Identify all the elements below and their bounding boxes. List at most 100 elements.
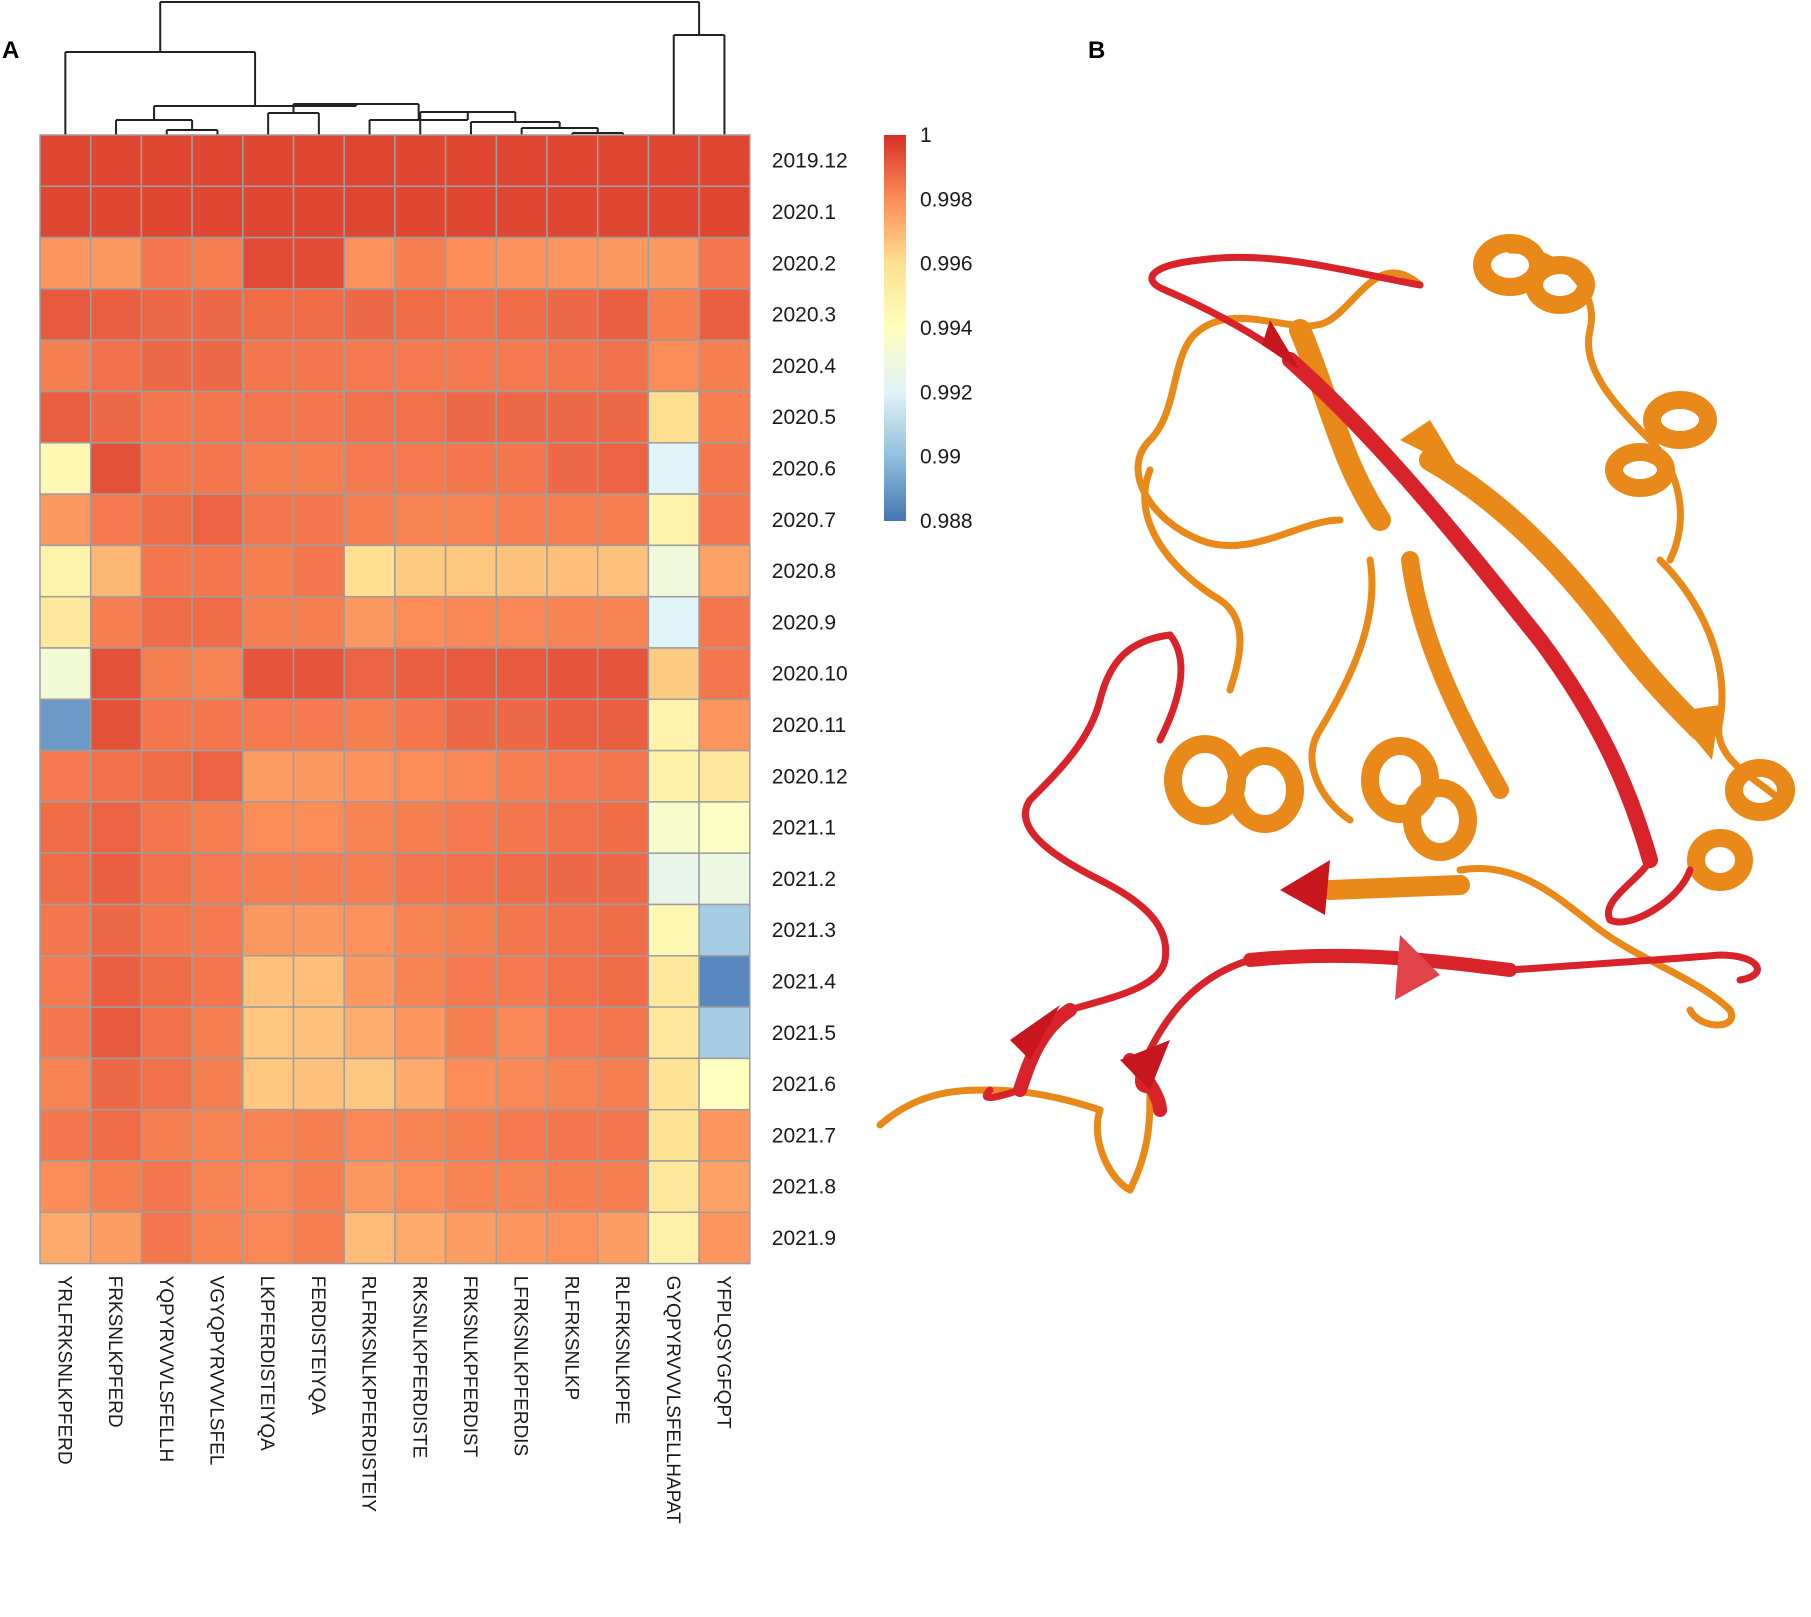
heatmap-cell xyxy=(546,801,599,854)
heatmap-cell xyxy=(292,134,345,188)
heatmap-cell xyxy=(495,442,548,495)
heatmap-cell xyxy=(546,339,599,393)
red-arrowhead xyxy=(1010,1005,1060,1060)
heatmap-cell xyxy=(242,236,295,290)
heatmap-cell xyxy=(191,647,244,701)
heatmap-cell xyxy=(191,339,244,393)
heatmap-cell xyxy=(39,1006,92,1060)
red-arrowhead xyxy=(1280,860,1330,915)
column-label: RLFRKSNLKPFERDISTEIY xyxy=(358,1276,379,1513)
heatmap-cell xyxy=(394,852,447,906)
heatmap-cell xyxy=(647,1108,700,1162)
orange-loop xyxy=(1308,556,1376,824)
heatmap-cell xyxy=(698,595,751,649)
heatmap-cell xyxy=(698,852,751,906)
heatmap-cell xyxy=(495,698,548,752)
heatmap-cell xyxy=(394,698,447,752)
heatmap-cell xyxy=(596,698,650,752)
colorbar-tick-label: 1 xyxy=(920,124,932,147)
heatmap-cell xyxy=(140,647,193,701)
heatmap-cell xyxy=(698,493,751,547)
row-label: 2021.5 xyxy=(772,1022,836,1045)
heatmap-cell xyxy=(140,288,193,341)
heatmap-cell xyxy=(191,1108,244,1162)
orange-loop xyxy=(1656,556,1784,804)
heatmap-cell xyxy=(546,698,599,752)
heatmap-cell xyxy=(546,852,599,906)
heatmap-cell xyxy=(292,801,345,854)
orange-helix xyxy=(1164,234,1795,891)
heatmap-cell xyxy=(39,903,92,957)
heatmap-cell xyxy=(698,1211,751,1265)
heatmap-cell xyxy=(343,1211,396,1265)
heatmap-cell xyxy=(292,390,345,444)
row-label: 2020.12 xyxy=(772,765,848,788)
heatmap-cell xyxy=(89,595,143,649)
heatmap-cell xyxy=(39,134,92,188)
heatmap-cell xyxy=(546,955,599,1008)
heatmap-cell xyxy=(394,903,447,957)
heatmap-cell xyxy=(292,544,345,598)
heatmap-cell xyxy=(698,1006,751,1060)
heatmap-cell xyxy=(647,903,700,957)
heatmap-cell xyxy=(292,339,345,393)
column-label: RKSNLKPFERDISTE xyxy=(408,1276,429,1459)
row-label: 2021.3 xyxy=(772,919,836,942)
heatmap-cell xyxy=(89,852,143,906)
heatmap-cell xyxy=(89,390,143,444)
heatmap-cell xyxy=(698,134,751,188)
orange-arrowhead xyxy=(1672,705,1720,760)
heatmap-cell xyxy=(495,801,548,854)
heatmap-cell xyxy=(39,390,92,444)
heatmap-cell xyxy=(444,749,498,803)
heatmap-cell xyxy=(444,595,498,649)
red-arrowhead xyxy=(1395,935,1440,1000)
heatmap-cell xyxy=(140,852,193,906)
heatmap-cell xyxy=(546,1108,599,1162)
colorbar-scale xyxy=(884,135,906,521)
heatmap-cell xyxy=(596,1108,650,1162)
heatmap-cell xyxy=(343,442,396,495)
heatmap-cell xyxy=(89,185,143,239)
heatmap-cell xyxy=(39,647,92,701)
heatmap-cell xyxy=(394,442,447,495)
row-label: 2020.1 xyxy=(772,201,836,224)
red-arrowhead xyxy=(1120,1040,1170,1090)
heatmap-cell xyxy=(242,288,295,341)
heatmap-cell xyxy=(546,544,599,598)
heatmap-cell xyxy=(292,442,345,495)
heatmap-cell xyxy=(89,647,143,701)
heatmap-cell xyxy=(698,236,751,290)
heatmap-cell xyxy=(140,1160,193,1214)
heatmap-cell xyxy=(39,1160,92,1214)
heatmap-cell xyxy=(546,647,599,701)
heatmap-cell xyxy=(39,1211,92,1265)
heatmap-cell xyxy=(444,852,498,906)
heatmap-cell xyxy=(546,185,599,239)
heatmap-cell xyxy=(647,698,700,752)
column-label: LKPFERDISTEIYQA xyxy=(256,1276,277,1452)
heatmap-cell xyxy=(444,442,498,495)
heatmap-cell xyxy=(242,1006,295,1060)
heatmap-cell xyxy=(546,493,599,547)
heatmap-cell xyxy=(698,1160,751,1214)
heatmap-cell xyxy=(444,390,498,444)
heatmap-cell xyxy=(39,544,92,598)
heatmap-cell xyxy=(495,185,548,239)
heatmap-cell xyxy=(698,185,751,239)
heatmap-cell xyxy=(191,288,244,341)
orange-loop xyxy=(1093,1086,1154,1194)
heatmap-cell xyxy=(191,1211,244,1265)
heatmap-cell xyxy=(242,955,295,1008)
heatmap-cell xyxy=(444,1108,498,1162)
row-label: 2020.7 xyxy=(772,509,836,532)
heatmap-cell xyxy=(89,1006,143,1060)
heatmap-cell xyxy=(140,955,193,1008)
heatmap-cell xyxy=(140,442,193,495)
heatmap-cell xyxy=(596,493,650,547)
orange-loop xyxy=(1456,865,1735,1029)
heatmap-cell xyxy=(495,134,548,188)
heatmap-cell xyxy=(140,134,193,188)
heatmap-cell xyxy=(140,749,193,803)
heatmap-cell xyxy=(495,339,548,393)
